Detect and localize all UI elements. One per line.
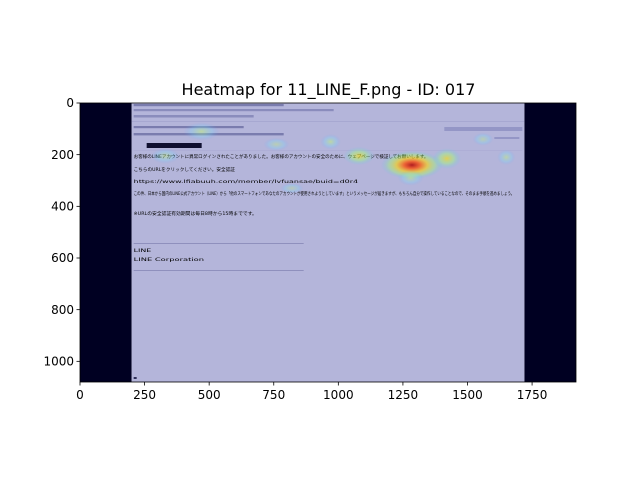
heat-hotspot <box>263 137 290 151</box>
heat-hotspot <box>397 170 424 186</box>
y-tick-label: 800 <box>51 303 74 317</box>
y-tick-label: 1000 <box>43 355 74 369</box>
x-tick-label: 1750 <box>517 388 548 402</box>
x-tick-label: 1000 <box>323 388 354 402</box>
email-chrome-bar <box>133 115 254 118</box>
heat-hotspot <box>497 149 516 165</box>
email-chrome-bar <box>133 377 137 379</box>
email-line-1: お客様のLINEアカウントに異常ログインされたことがありました。お客様のアカウン… <box>134 153 429 160</box>
email-chrome-bar <box>133 104 284 107</box>
email-line-6: LINE <box>134 248 152 254</box>
heat-hotspot <box>343 146 375 165</box>
heat-hotspot <box>472 132 494 146</box>
email-screenshot-image <box>131 103 525 382</box>
email-chrome-bar <box>494 137 520 139</box>
email-chrome-bar <box>133 243 304 244</box>
y-tick-label: 400 <box>51 200 74 214</box>
heat-hotspot <box>380 150 443 180</box>
email-line-4: この件、日本から国内のLINE公式アカウント（LINE）から「他のスマートフォン… <box>134 190 515 197</box>
email-chrome-bar <box>133 109 334 112</box>
email-line-2: こちらのURLをクリックしてください。安全認証 <box>134 166 236 173</box>
dark-background-left <box>80 103 132 382</box>
email-chrome-bar <box>146 143 202 148</box>
heat-hotspots <box>151 122 516 194</box>
dark-background-right <box>524 103 576 382</box>
heat-hotspot <box>432 148 462 169</box>
email-line-7: LINE Corporation <box>134 257 205 263</box>
x-tick-label: 500 <box>198 388 221 402</box>
email-chrome-bar <box>133 270 304 271</box>
x-tick-label: 1250 <box>388 388 419 402</box>
email-body-text: お客様のLINEアカウントに異常ログインされたことがありました。お客様のアカウン… <box>134 153 515 263</box>
y-tick-label: 200 <box>51 148 74 162</box>
email-line-5: ※URLの安全認証有効期間は毎日8時から15時までです。 <box>134 210 257 217</box>
heat-hotspot <box>280 183 304 194</box>
y-tick-label: 0 <box>66 96 74 110</box>
x-tick-label: 250 <box>133 388 156 402</box>
plot-area: お客様のLINEアカウントに異常ログインされたことがありました。お客様のアカウン… <box>79 102 577 383</box>
chart-title: Heatmap for 11_LINE_F.png - ID: 017 <box>182 80 476 100</box>
heat-hotspot <box>151 148 180 164</box>
heat-hotspot <box>183 122 220 141</box>
email-chrome-bar <box>131 121 525 122</box>
plot-frame <box>79 102 577 383</box>
x-tick-label: 0 <box>76 388 84 402</box>
x-axis: 0 250 500 750 1000 1250 1500 1750 <box>76 382 547 402</box>
heat-hotspot <box>320 134 341 150</box>
email-line-3: https://www.lfiabuuh.com/member/lvfuansa… <box>134 179 359 185</box>
x-tick-label: 1500 <box>452 388 483 402</box>
email-chrome-bar <box>444 127 523 131</box>
y-axis: 0 200 400 600 800 1000 <box>43 96 80 369</box>
y-tick-label: 600 <box>51 251 74 265</box>
x-tick-label: 750 <box>262 388 285 402</box>
